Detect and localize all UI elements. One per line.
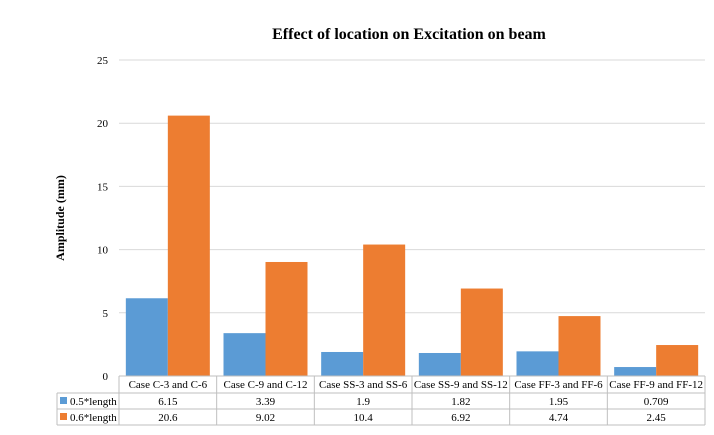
x-tick-label: Case FF-9 and FF-12	[609, 379, 703, 391]
y-tick-label: 20	[97, 118, 109, 130]
data-label: 6.15	[158, 396, 178, 408]
data-label: 4.74	[549, 412, 569, 424]
x-tick-label: Case FF-3 and FF-6	[514, 379, 603, 391]
y-axis-label: Amplitude (mm)	[53, 175, 67, 261]
bar-0.5*length-3	[321, 351, 364, 376]
data-label: 6.92	[451, 412, 470, 424]
y-tick-label: 10	[97, 245, 109, 257]
y-tick-label: 15	[97, 181, 109, 193]
data-label: 1.9	[356, 396, 370, 408]
data-label: 1.95	[549, 396, 569, 408]
gridlines	[119, 59, 705, 314]
bar-0.6*length-3	[363, 244, 406, 376]
x-tick-label: Case SS-9 and SS-12	[414, 379, 508, 391]
data-label: 2.45	[647, 412, 667, 424]
bar-0.5*length-1	[125, 298, 168, 376]
data-label: 10.4	[354, 412, 374, 424]
bar-0.6*length-1	[167, 115, 210, 376]
x-tick-label: Case C-3 and C-6	[129, 379, 208, 391]
data-label: 0.709	[644, 396, 669, 408]
bar-0.5*length-2	[223, 333, 266, 376]
chart-title: Effect of location on Excitation on beam	[272, 26, 546, 43]
legend-key-0.5*length	[60, 397, 67, 404]
data-label: 3.39	[256, 396, 276, 408]
bar-0.5*length-5	[516, 351, 559, 376]
y-tick-labels: 0 5 10 15 20 25	[97, 55, 109, 383]
x-tick-label: Case C-9 and C-12	[223, 379, 307, 391]
bar-0.6*length-2	[265, 261, 308, 376]
legend-key-0.6*length	[60, 413, 67, 420]
legend-label: 0.5*length	[70, 396, 117, 408]
data-label: 9.02	[256, 412, 275, 424]
legend-label: 0.6*length	[70, 412, 117, 424]
y-tick-label: 0	[103, 371, 109, 383]
bar-0.6*length-4	[460, 288, 503, 376]
x-tick-label: Case SS-3 and SS-6	[319, 379, 408, 391]
data-table: Case C-3 and C-6 Case C-9 and C-12 Case SS…	[56, 375, 706, 426]
y-tick-label: 25	[97, 55, 109, 67]
bars	[125, 115, 699, 376]
data-label: 20.6	[158, 412, 178, 424]
bar-0.5*length-6	[614, 367, 657, 376]
y-tick-label: 5	[103, 308, 109, 320]
bar-0.6*length-6	[656, 345, 699, 376]
data-label: 1.82	[451, 396, 470, 408]
bar-0.5*length-4	[418, 352, 461, 376]
bar-0.6*length-5	[558, 316, 601, 376]
